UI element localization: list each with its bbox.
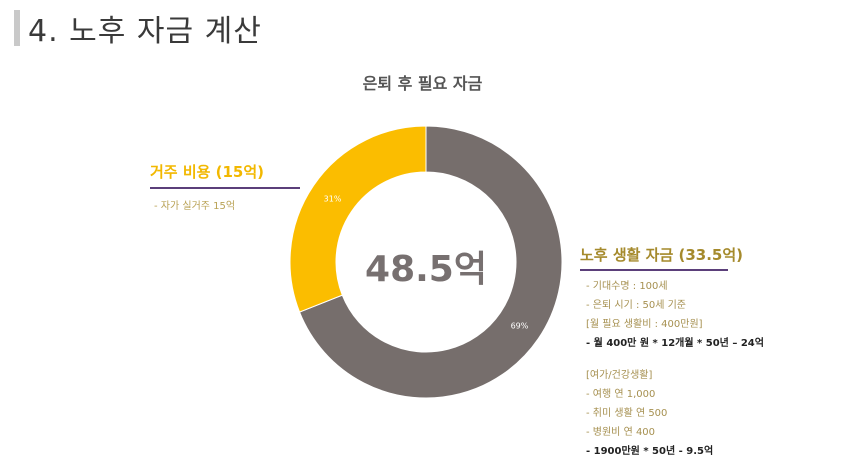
page-title: 4. 노후 자금 계산: [28, 14, 262, 49]
living-fund-detail-line: - 은퇴 시기 : 50세 기준: [586, 300, 686, 311]
housing-cost-note: - 자가 실거주 15억: [154, 201, 236, 212]
living-fund-detail-line: [여가/건강생활]: [586, 370, 653, 381]
donut-slice-1: [289, 125, 427, 313]
living-fund-annotation: 노후 생활 자금 (33.5억) - 기대수명 : 100세 - 은퇴 시기 : …: [580, 245, 764, 461]
living-fund-detail-line: [월 필요 생활비 : 400만원]: [586, 319, 703, 330]
housing-cost-annotation: 거주 비용 (15억) - 자가 실거주 15억: [150, 162, 300, 212]
living-fund-detail-line: - 월 400만 원 * 12개월 * 50년 – 24억: [586, 338, 764, 349]
living-fund-detail-line: - 취미 생활 연 500: [586, 408, 668, 419]
chart-title: 은퇴 후 필요 자금: [362, 74, 483, 93]
housing-cost-underline: [150, 187, 300, 189]
donut-slice-label: 31%: [324, 194, 342, 203]
living-fund-detail-line: - 여행 연 1,000: [586, 389, 656, 400]
title-accent-bar: [14, 10, 20, 46]
living-fund-heading: 노후 생활 자금 (33.5억): [580, 246, 743, 264]
donut-slice-0: [298, 125, 563, 399]
living-fund-underline: [580, 269, 728, 271]
housing-cost-heading: 거주 비용 (15억): [150, 163, 265, 181]
living-fund-detail-line: - 1900만원 * 50년 - 9.5억: [586, 446, 714, 457]
living-fund-detail-line: - 병원비 연 400: [586, 427, 656, 438]
living-fund-detail-line: - 기대수명 : 100세: [586, 281, 668, 292]
donut-slice-label: 69%: [511, 322, 529, 331]
center-total-label: 48.5억: [365, 249, 487, 290]
living-fund-details: - 기대수명 : 100세 - 은퇴 시기 : 50세 기준 [월 필요 생활비 :…: [580, 277, 764, 461]
